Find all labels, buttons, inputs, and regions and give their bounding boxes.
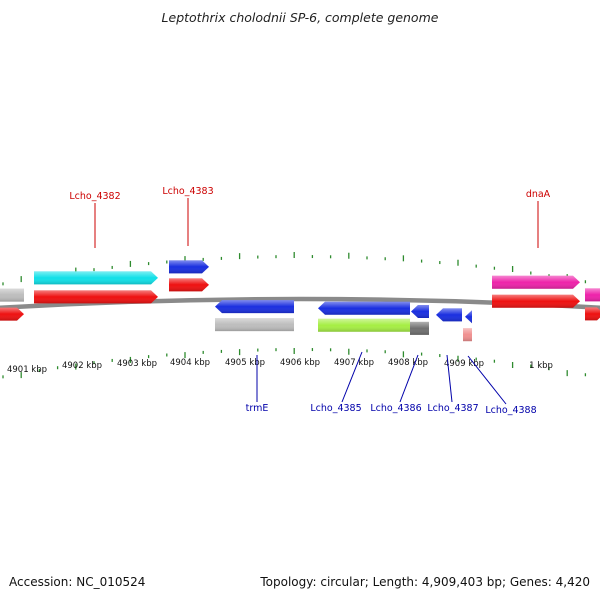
feature-gray-trme-shading (215, 318, 294, 332)
feature-blue-lcho-4388-shading (465, 310, 472, 324)
scale-label: 4903 kbp (117, 359, 157, 369)
gene-labels: Lcho_4382 Lcho_4383 dnaA trmE Lcho_4385 Lcho_… (69, 186, 550, 416)
feature-blue-lcho-4387-shading (436, 308, 462, 322)
feature-red-dnaa-shading (492, 294, 580, 308)
gene-label: trmE (246, 403, 269, 414)
gene-label: Lcho_4385 (310, 403, 361, 414)
feature-red-lcho-4382-shading (34, 290, 158, 304)
scale-label: 4908 kbp (388, 358, 428, 368)
feature-darkgray-lcho-4386-shading (410, 321, 429, 335)
feature-lime-lcho-4385-shading (318, 318, 410, 332)
scale-label: 4904 kbp (170, 358, 210, 368)
map-title: Leptothrix cholodnii SP-6, complete geno… (161, 10, 439, 25)
scale-label: 4906 kbp (280, 358, 320, 368)
feature-blue-trme-shading (215, 300, 294, 314)
scale-ticks-bottom (2, 348, 587, 379)
gene-label: Lcho_4383 (162, 186, 213, 197)
gene-label: Lcho_4388 (485, 405, 536, 416)
feature-pink-lcho-4388-shading (463, 328, 472, 342)
scale-label: 4902 kbp (62, 361, 102, 371)
scale-label: 4909 kbp (444, 359, 484, 369)
feature-magenta-right-shading (585, 288, 600, 302)
genome-summary-text: Topology: circular; Length: 4,909,403 bp… (260, 575, 590, 589)
gene-label: Lcho_4382 (69, 191, 120, 202)
feature-cyan-lcho-4382-shading (34, 271, 158, 285)
accession-text: Accession: NC_010524 (9, 575, 146, 589)
gene-features (0, 260, 600, 342)
feature-magenta-dnaa-shading (492, 275, 580, 289)
feature-gray-left-shading (0, 288, 24, 302)
gene-label: dnaA (526, 189, 551, 200)
gene-label: Lcho_4386 (370, 403, 421, 414)
scale-label: 4901 kbp (7, 365, 47, 375)
scale-label: 4907 kbp (334, 358, 374, 368)
feature-blue-lcho-4383-shading (169, 260, 209, 274)
gene-label-leader (399, 354, 419, 403)
gene-label-leader (341, 351, 363, 403)
feature-red-right-shading (585, 307, 600, 321)
gene-label-leader (467, 355, 507, 405)
scale-labels: 4901 kbp 4902 kbp 4903 kbp 4904 kbp 4905 kbp… (7, 358, 553, 375)
feature-blue-lcho-4385-shading (318, 301, 410, 315)
scale-label: 1 kbp (529, 361, 553, 371)
gene-label-leader (446, 354, 453, 403)
feature-red-lcho-4383-shading (169, 278, 209, 292)
feature-red-left-shading (0, 307, 24, 321)
feature-blue-lcho-4386-shading (411, 304, 429, 318)
gene-label: Lcho_4387 (427, 403, 478, 414)
scale-label: 4905 kbp (225, 358, 265, 368)
